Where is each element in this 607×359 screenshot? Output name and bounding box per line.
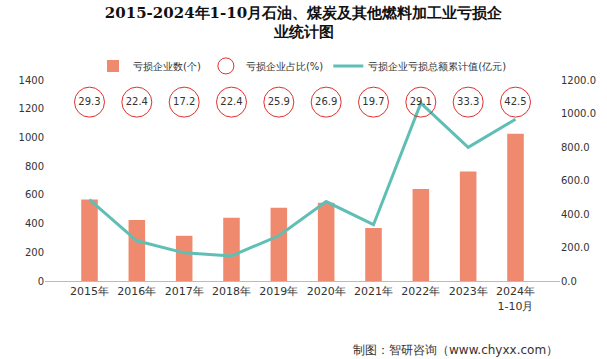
svg-text:22.4: 22.4 bbox=[126, 96, 148, 107]
svg-text:2021年: 2021年 bbox=[354, 285, 393, 298]
svg-text:800.0: 800.0 bbox=[561, 142, 590, 153]
svg-text:2024年1-10月: 2024年1-10月 bbox=[496, 285, 535, 312]
svg-text:800: 800 bbox=[25, 161, 44, 172]
svg-text:制图：智研咨询（www.chyxx.com）: 制图：智研咨询（www.chyxx.com） bbox=[353, 343, 558, 357]
svg-text:0.0: 0.0 bbox=[561, 276, 577, 287]
svg-text:22.4: 22.4 bbox=[220, 96, 242, 107]
svg-text:400: 400 bbox=[25, 218, 44, 229]
svg-text:亏损企业亏损总额累计值(亿元): 亏损企业亏损总额累计值(亿元) bbox=[368, 61, 506, 72]
svg-text:1000.0: 1000.0 bbox=[561, 108, 596, 119]
svg-text:200: 200 bbox=[25, 247, 44, 258]
svg-text:亏损企业数(个): 亏损企业数(个) bbox=[133, 61, 201, 72]
svg-text:29.3: 29.3 bbox=[78, 96, 100, 107]
svg-text:亏损企业占比(%): 亏损企业占比(%) bbox=[246, 61, 323, 72]
svg-text:33.3: 33.3 bbox=[457, 96, 479, 107]
svg-text:2020年: 2020年 bbox=[307, 285, 346, 298]
svg-text:1200.0: 1200.0 bbox=[561, 75, 596, 86]
svg-text:2015-2024年1-10月石油、煤炭及其他燃料加工业亏损: 2015-2024年1-10月石油、煤炭及其他燃料加工业亏损企业统计图 bbox=[105, 4, 503, 42]
svg-text:0: 0 bbox=[38, 276, 44, 287]
svg-text:2022年: 2022年 bbox=[401, 285, 440, 298]
svg-text:600: 600 bbox=[25, 189, 44, 200]
svg-text:25.9: 25.9 bbox=[268, 96, 290, 107]
svg-text:2017年: 2017年 bbox=[165, 285, 204, 298]
svg-text:200.0: 200.0 bbox=[561, 242, 590, 253]
svg-text:29.1: 29.1 bbox=[410, 96, 432, 107]
svg-text:400.0: 400.0 bbox=[561, 209, 590, 220]
svg-text:26.9: 26.9 bbox=[315, 96, 337, 107]
svg-text:2019年: 2019年 bbox=[259, 285, 298, 298]
svg-text:2016年: 2016年 bbox=[117, 285, 156, 298]
svg-text:1000: 1000 bbox=[19, 132, 44, 143]
svg-text:2023年: 2023年 bbox=[449, 285, 488, 298]
svg-text:2018年: 2018年 bbox=[212, 285, 251, 298]
svg-text:19.7: 19.7 bbox=[362, 96, 384, 107]
svg-text:600.0: 600.0 bbox=[561, 175, 590, 186]
svg-text:1400: 1400 bbox=[19, 75, 44, 86]
svg-text:17.2: 17.2 bbox=[173, 96, 195, 107]
svg-text:2015年: 2015年 bbox=[70, 285, 109, 298]
svg-text:42.5: 42.5 bbox=[504, 96, 526, 107]
svg-text:1200: 1200 bbox=[19, 103, 44, 114]
